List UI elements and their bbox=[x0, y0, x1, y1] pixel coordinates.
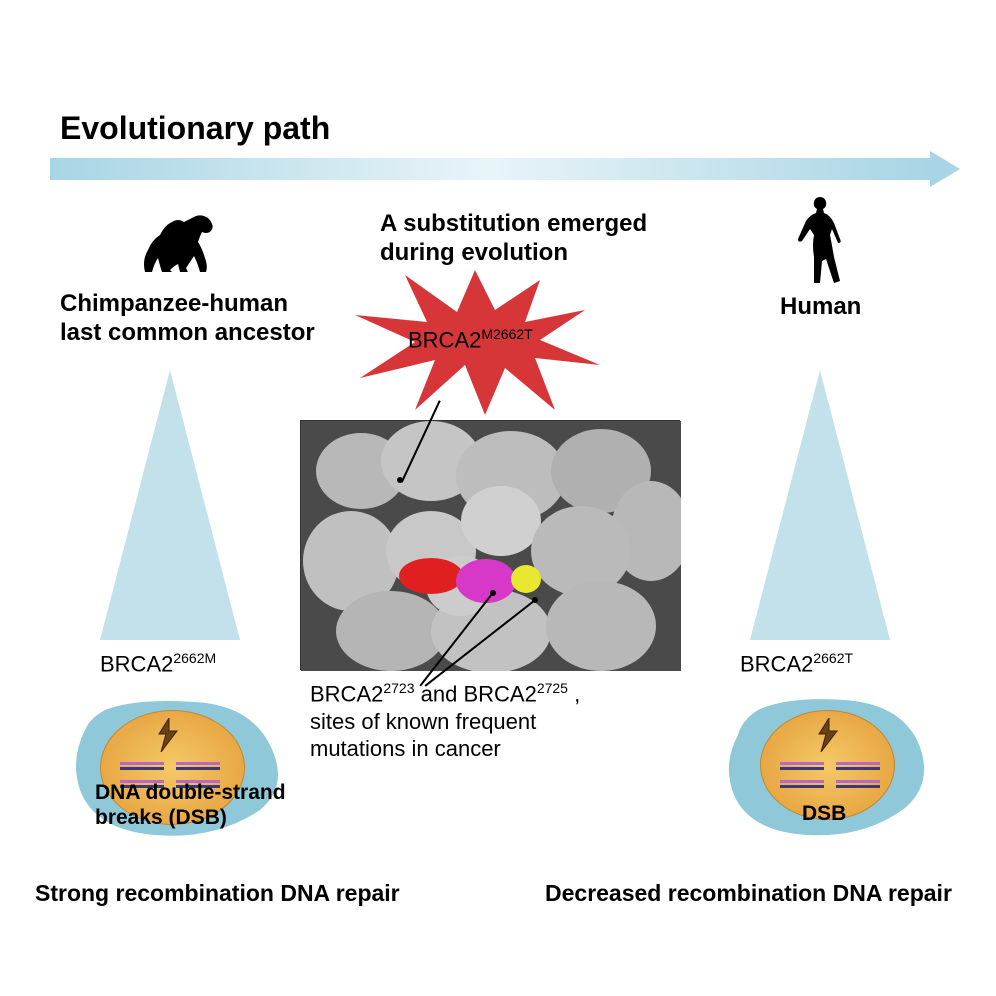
pointer-dot-3 bbox=[532, 597, 538, 603]
title: Evolutionary path bbox=[60, 110, 330, 147]
brca-left-sup: 2662M bbox=[173, 650, 216, 666]
dsb-label-right: DSB bbox=[802, 802, 846, 826]
protein-caption: BRCA22723 and BRCA22725 , sites of known… bbox=[310, 680, 580, 763]
brca-right-label: BRCA22662T bbox=[740, 650, 853, 677]
brca-right-sup: 2662T bbox=[813, 650, 853, 666]
starburst-prefix: BRCA2 bbox=[408, 327, 481, 352]
evolution-arrow bbox=[50, 155, 950, 183]
bolt-icon-right bbox=[815, 718, 839, 752]
substitution-l1: A substitution emerged bbox=[380, 210, 647, 239]
human-label: Human bbox=[780, 293, 861, 321]
human-icon bbox=[790, 195, 850, 285]
starburst-sup: M2662T bbox=[481, 326, 532, 342]
dsb-label-left: DNA double-strand breaks (DSB) bbox=[95, 780, 286, 830]
pc-mid: and BRCA2 bbox=[421, 681, 537, 706]
brca-left-label: BRCA22662M bbox=[100, 650, 216, 677]
bottom-caption-left: Strong recombination DNA repair bbox=[35, 880, 400, 907]
dsb-l2: breaks (DSB) bbox=[95, 805, 286, 830]
pc-l3: mutations in cancer bbox=[310, 735, 580, 763]
brca-right-prefix: BRCA2 bbox=[740, 651, 813, 676]
pc-l2: sites of known frequent bbox=[310, 708, 580, 736]
pc-a: BRCA2 bbox=[310, 681, 383, 706]
bottom-caption-right: Decreased recombination DNA repair bbox=[545, 880, 952, 907]
chimp-label: Chimpanzee-human last common ancestor bbox=[60, 290, 315, 348]
pointer-dot-2 bbox=[490, 590, 496, 596]
chimp-label-l1: Chimpanzee-human bbox=[60, 290, 315, 319]
chimp-icon bbox=[130, 200, 230, 280]
light-cone-left bbox=[100, 370, 240, 640]
brca-left-prefix: BRCA2 bbox=[100, 651, 173, 676]
light-cone-right bbox=[750, 370, 890, 640]
pc-end: , bbox=[568, 681, 580, 706]
pc-s2: 2725 bbox=[537, 680, 568, 696]
starburst-label: BRCA2M2662T bbox=[408, 326, 533, 353]
pc-s1: 2723 bbox=[383, 680, 414, 696]
pointer-dot-1 bbox=[397, 477, 403, 483]
chimp-label-l2: last common ancestor bbox=[60, 319, 315, 348]
dna-break-right bbox=[780, 760, 880, 790]
bolt-icon-left bbox=[155, 718, 179, 752]
dsb-l1: DNA double-strand bbox=[95, 780, 286, 805]
substitution-title: A substitution emerged during evolution bbox=[380, 210, 647, 268]
